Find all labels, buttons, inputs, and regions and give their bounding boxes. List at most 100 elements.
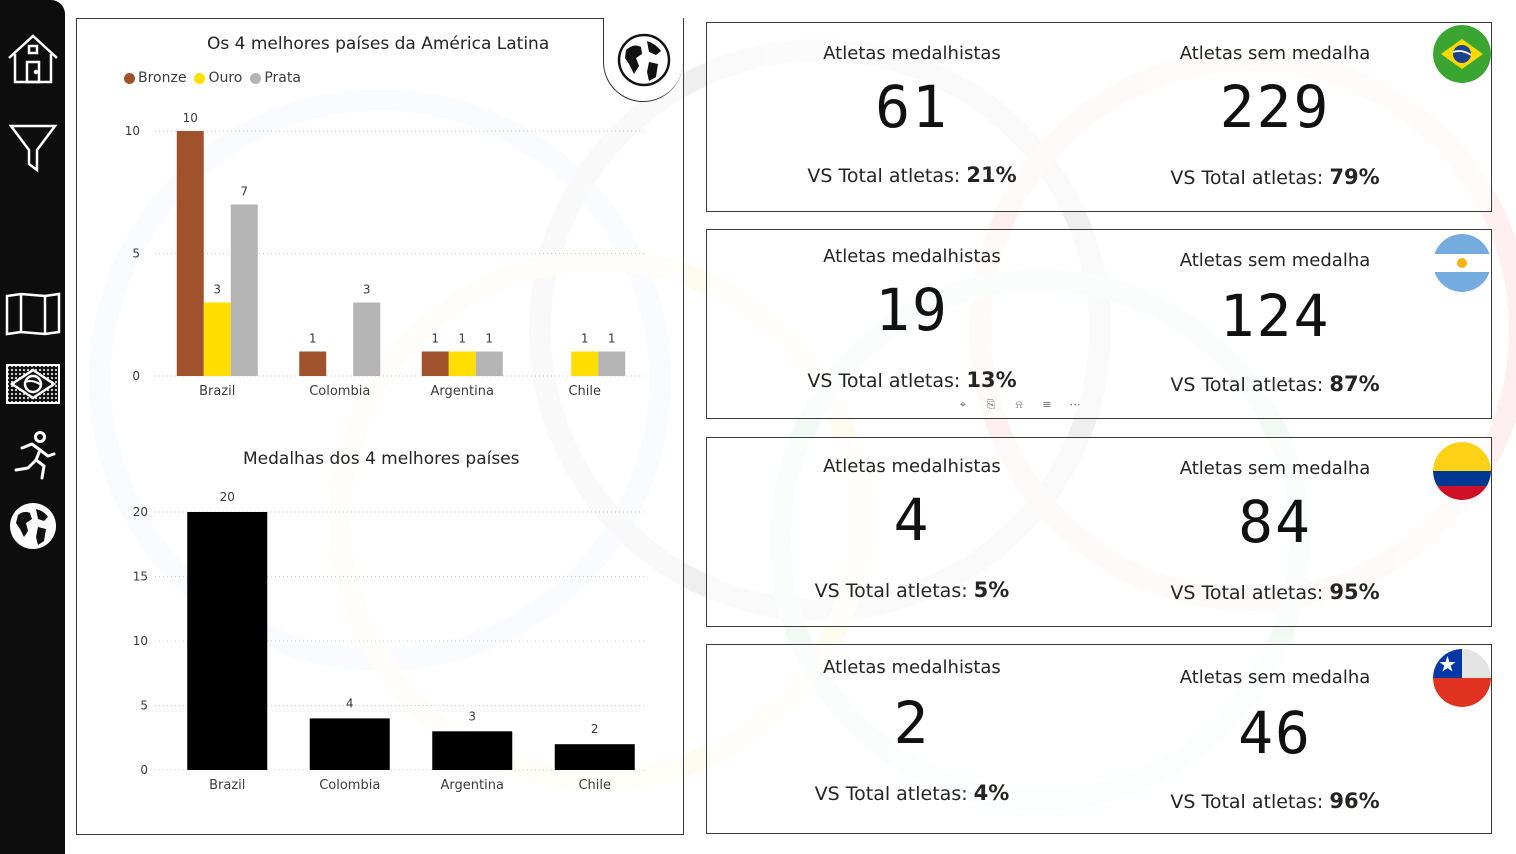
y-tick-label: 0 <box>140 763 148 777</box>
data-label: 3 <box>363 283 371 297</box>
x-tick-label: Colombia <box>319 778 380 793</box>
brazil-flag-icon <box>1433 25 1491 83</box>
bar-ouro <box>571 351 599 376</box>
legend-label: Prata <box>264 70 301 86</box>
x-tick-label: Chile <box>568 384 601 399</box>
vs-label: VS Total atletas: <box>1170 791 1324 813</box>
no-medal-athletes-value: 84 <box>1238 488 1312 556</box>
globe-icon <box>10 503 56 549</box>
sidebar <box>0 0 65 854</box>
medal-athletes-label: Atletas medalhistas <box>823 657 1001 678</box>
bar-total <box>554 744 635 770</box>
bar-ouro <box>203 302 231 376</box>
brazil-button[interactable] <box>5 356 61 412</box>
x-tick-label: Brazil <box>209 778 245 793</box>
copy-icon[interactable]: ⎘ <box>986 398 996 411</box>
medal-athletes-share: VS Total atletas: 21% <box>762 163 1062 187</box>
kpi-card-argentina[interactable]: Atletas medalhistas 19 VS Total atletas:… <box>706 229 1492 419</box>
legend-label: Bronze <box>138 70 187 86</box>
vs-value: 13% <box>966 368 1017 392</box>
bar-ouro <box>448 351 476 376</box>
brazil-flag-icon <box>6 364 60 404</box>
no-medal-athletes-label: Atletas sem medalha <box>1179 667 1371 688</box>
more-options-icon[interactable]: ⋯ <box>1069 398 1081 411</box>
data-label: 20 <box>220 490 235 504</box>
data-label: 4 <box>346 696 354 710</box>
data-label: 1 <box>485 332 493 346</box>
runner-icon <box>14 431 56 480</box>
bar-prata <box>353 302 381 376</box>
home-button[interactable] <box>5 30 61 86</box>
medal-athletes-label: Atletas medalhistas <box>823 246 1001 267</box>
legend-dot-bronze <box>124 72 135 84</box>
legend-item-prata[interactable]: Prata <box>250 70 301 86</box>
data-label: 10 <box>183 111 198 125</box>
vs-value: 4% <box>973 781 1010 805</box>
medal-athletes-label: Atletas medalhistas <box>823 456 1001 477</box>
athletes-button[interactable] <box>5 428 61 484</box>
no-medal-athletes-value: 46 <box>1238 699 1312 767</box>
medal-athletes-value: 2 <box>893 689 931 757</box>
pin-icon[interactable]: ⌖ <box>959 398 967 411</box>
medal-athletes-share: VS Total atletas: 13% <box>762 368 1062 392</box>
vs-value: 79% <box>1329 165 1380 189</box>
y-tick-label: 5 <box>132 247 140 261</box>
vs-value: 87% <box>1329 372 1380 396</box>
legend-dot-ouro <box>194 72 206 84</box>
y-tick-label: 15 <box>133 570 148 584</box>
globe-badge[interactable] <box>603 18 683 102</box>
data-label: 1 <box>309 332 317 346</box>
no-medal-athletes-share: VS Total atletas: 95% <box>1125 580 1425 604</box>
data-label: 1 <box>431 332 439 346</box>
chile-flag-icon <box>1433 649 1491 707</box>
visual-header-toolbar: ⌖ ⎘ ⍾ ≡ ⋯ <box>955 398 1083 412</box>
bar-total <box>432 731 513 770</box>
bar-prata <box>475 351 503 376</box>
bar-total <box>187 512 268 770</box>
vs-value: 5% <box>973 578 1010 602</box>
bell-icon[interactable]: ⍾ <box>1015 398 1023 411</box>
bar-total <box>309 718 390 770</box>
argentina-flag-icon <box>1433 234 1491 292</box>
filter-icon[interactable]: ≡ <box>1042 398 1052 411</box>
no-medal-athletes-value: 229 <box>1219 73 1331 141</box>
filter-button[interactable] <box>5 120 61 176</box>
data-label: 1 <box>458 332 466 346</box>
y-tick-label: 0 <box>132 369 140 383</box>
legend-item-ouro[interactable]: Ouro <box>194 70 242 86</box>
vs-label: VS Total atletas: <box>1170 582 1324 604</box>
colombia-flag-icon <box>1433 442 1491 500</box>
bar-bronze <box>421 351 449 376</box>
data-label: 1 <box>608 332 616 346</box>
vs-label: VS Total atletas: <box>1170 167 1324 189</box>
map-button[interactable] <box>5 286 61 342</box>
no-medal-athletes-label: Atletas sem medalha <box>1179 43 1371 64</box>
kpi-card-chile[interactable]: Atletas medalhistas 2 VS Total atletas: … <box>706 644 1492 834</box>
vs-label: VS Total atletas: <box>814 580 968 602</box>
bar-bronze <box>299 351 327 376</box>
medal-athletes-share: VS Total atletas: 5% <box>762 578 1062 602</box>
world-button[interactable] <box>5 498 61 554</box>
home-icon <box>8 34 58 84</box>
map-icon <box>5 292 61 336</box>
x-tick-label: Brazil <box>199 384 235 399</box>
y-tick-label: 10 <box>133 634 148 648</box>
vs-value: 21% <box>966 163 1017 187</box>
x-tick-label: Colombia <box>309 384 370 399</box>
data-label: 2 <box>591 722 599 736</box>
no-medal-athletes-share: VS Total atletas: 87% <box>1125 372 1425 396</box>
legend-item-bronze[interactable]: Bronze <box>124 70 186 86</box>
kpi-card-brazil[interactable]: Atletas medalhistas 61 VS Total atletas:… <box>706 22 1492 212</box>
filter-icon <box>8 124 58 173</box>
legend-label: Ouro <box>208 70 243 86</box>
x-tick-label: Argentina <box>431 384 494 399</box>
kpi-card-colombia[interactable]: Atletas medalhistas 4 VS Total atletas: … <box>706 437 1492 627</box>
x-tick-label: Argentina <box>441 778 504 793</box>
no-medal-athletes-label: Atletas sem medalha <box>1179 250 1371 271</box>
bar-prata <box>598 351 626 376</box>
medal-athletes-share: VS Total atletas: 4% <box>762 781 1062 805</box>
chart1-title: Os 4 melhores países da América Latina <box>207 34 550 54</box>
no-medal-athletes-share: VS Total atletas: 79% <box>1125 165 1425 189</box>
vs-label: VS Total atletas: <box>807 165 961 187</box>
